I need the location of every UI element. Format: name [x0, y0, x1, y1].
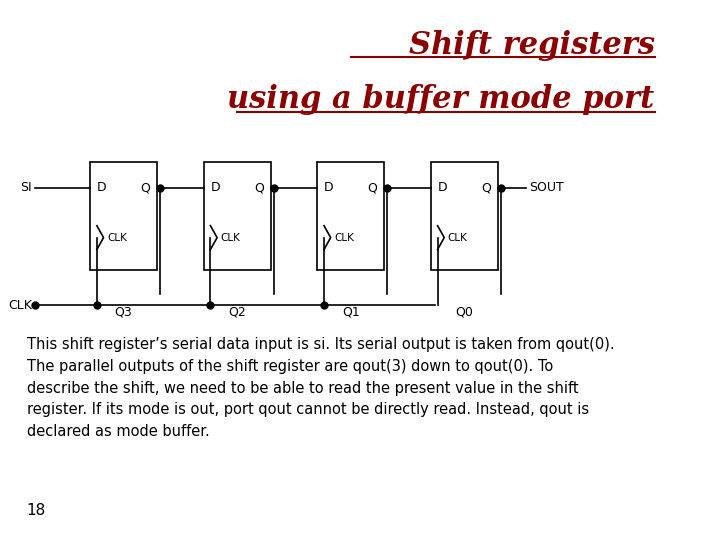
Text: D: D — [324, 181, 333, 194]
Text: D: D — [97, 181, 107, 194]
Text: Q: Q — [481, 181, 491, 194]
Text: Q0: Q0 — [455, 305, 473, 318]
Text: D: D — [438, 181, 447, 194]
Text: Q: Q — [368, 181, 377, 194]
Text: CLK: CLK — [334, 233, 354, 242]
Text: 18: 18 — [27, 503, 46, 518]
Text: SI: SI — [20, 181, 32, 194]
Text: Q2: Q2 — [228, 305, 246, 318]
Text: Q3: Q3 — [114, 305, 132, 318]
Text: Q: Q — [254, 181, 264, 194]
Text: CLK: CLK — [8, 299, 32, 312]
Text: using a buffer mode port: using a buffer mode port — [228, 84, 654, 114]
Text: Q: Q — [140, 181, 150, 194]
Bar — [318, 162, 384, 270]
Bar — [90, 162, 157, 270]
Text: This shift register’s serial data input is si. Its serial output is taken from q: This shift register’s serial data input … — [27, 338, 614, 439]
Text: CLK: CLK — [448, 233, 467, 242]
Bar — [204, 162, 271, 270]
Bar — [431, 162, 498, 270]
Text: D: D — [210, 181, 220, 194]
Text: CLK: CLK — [220, 233, 240, 242]
Text: CLK: CLK — [107, 233, 127, 242]
Text: SOUT: SOUT — [529, 181, 564, 194]
Text: Q1: Q1 — [342, 305, 359, 318]
Text: Shift registers: Shift registers — [409, 30, 654, 60]
